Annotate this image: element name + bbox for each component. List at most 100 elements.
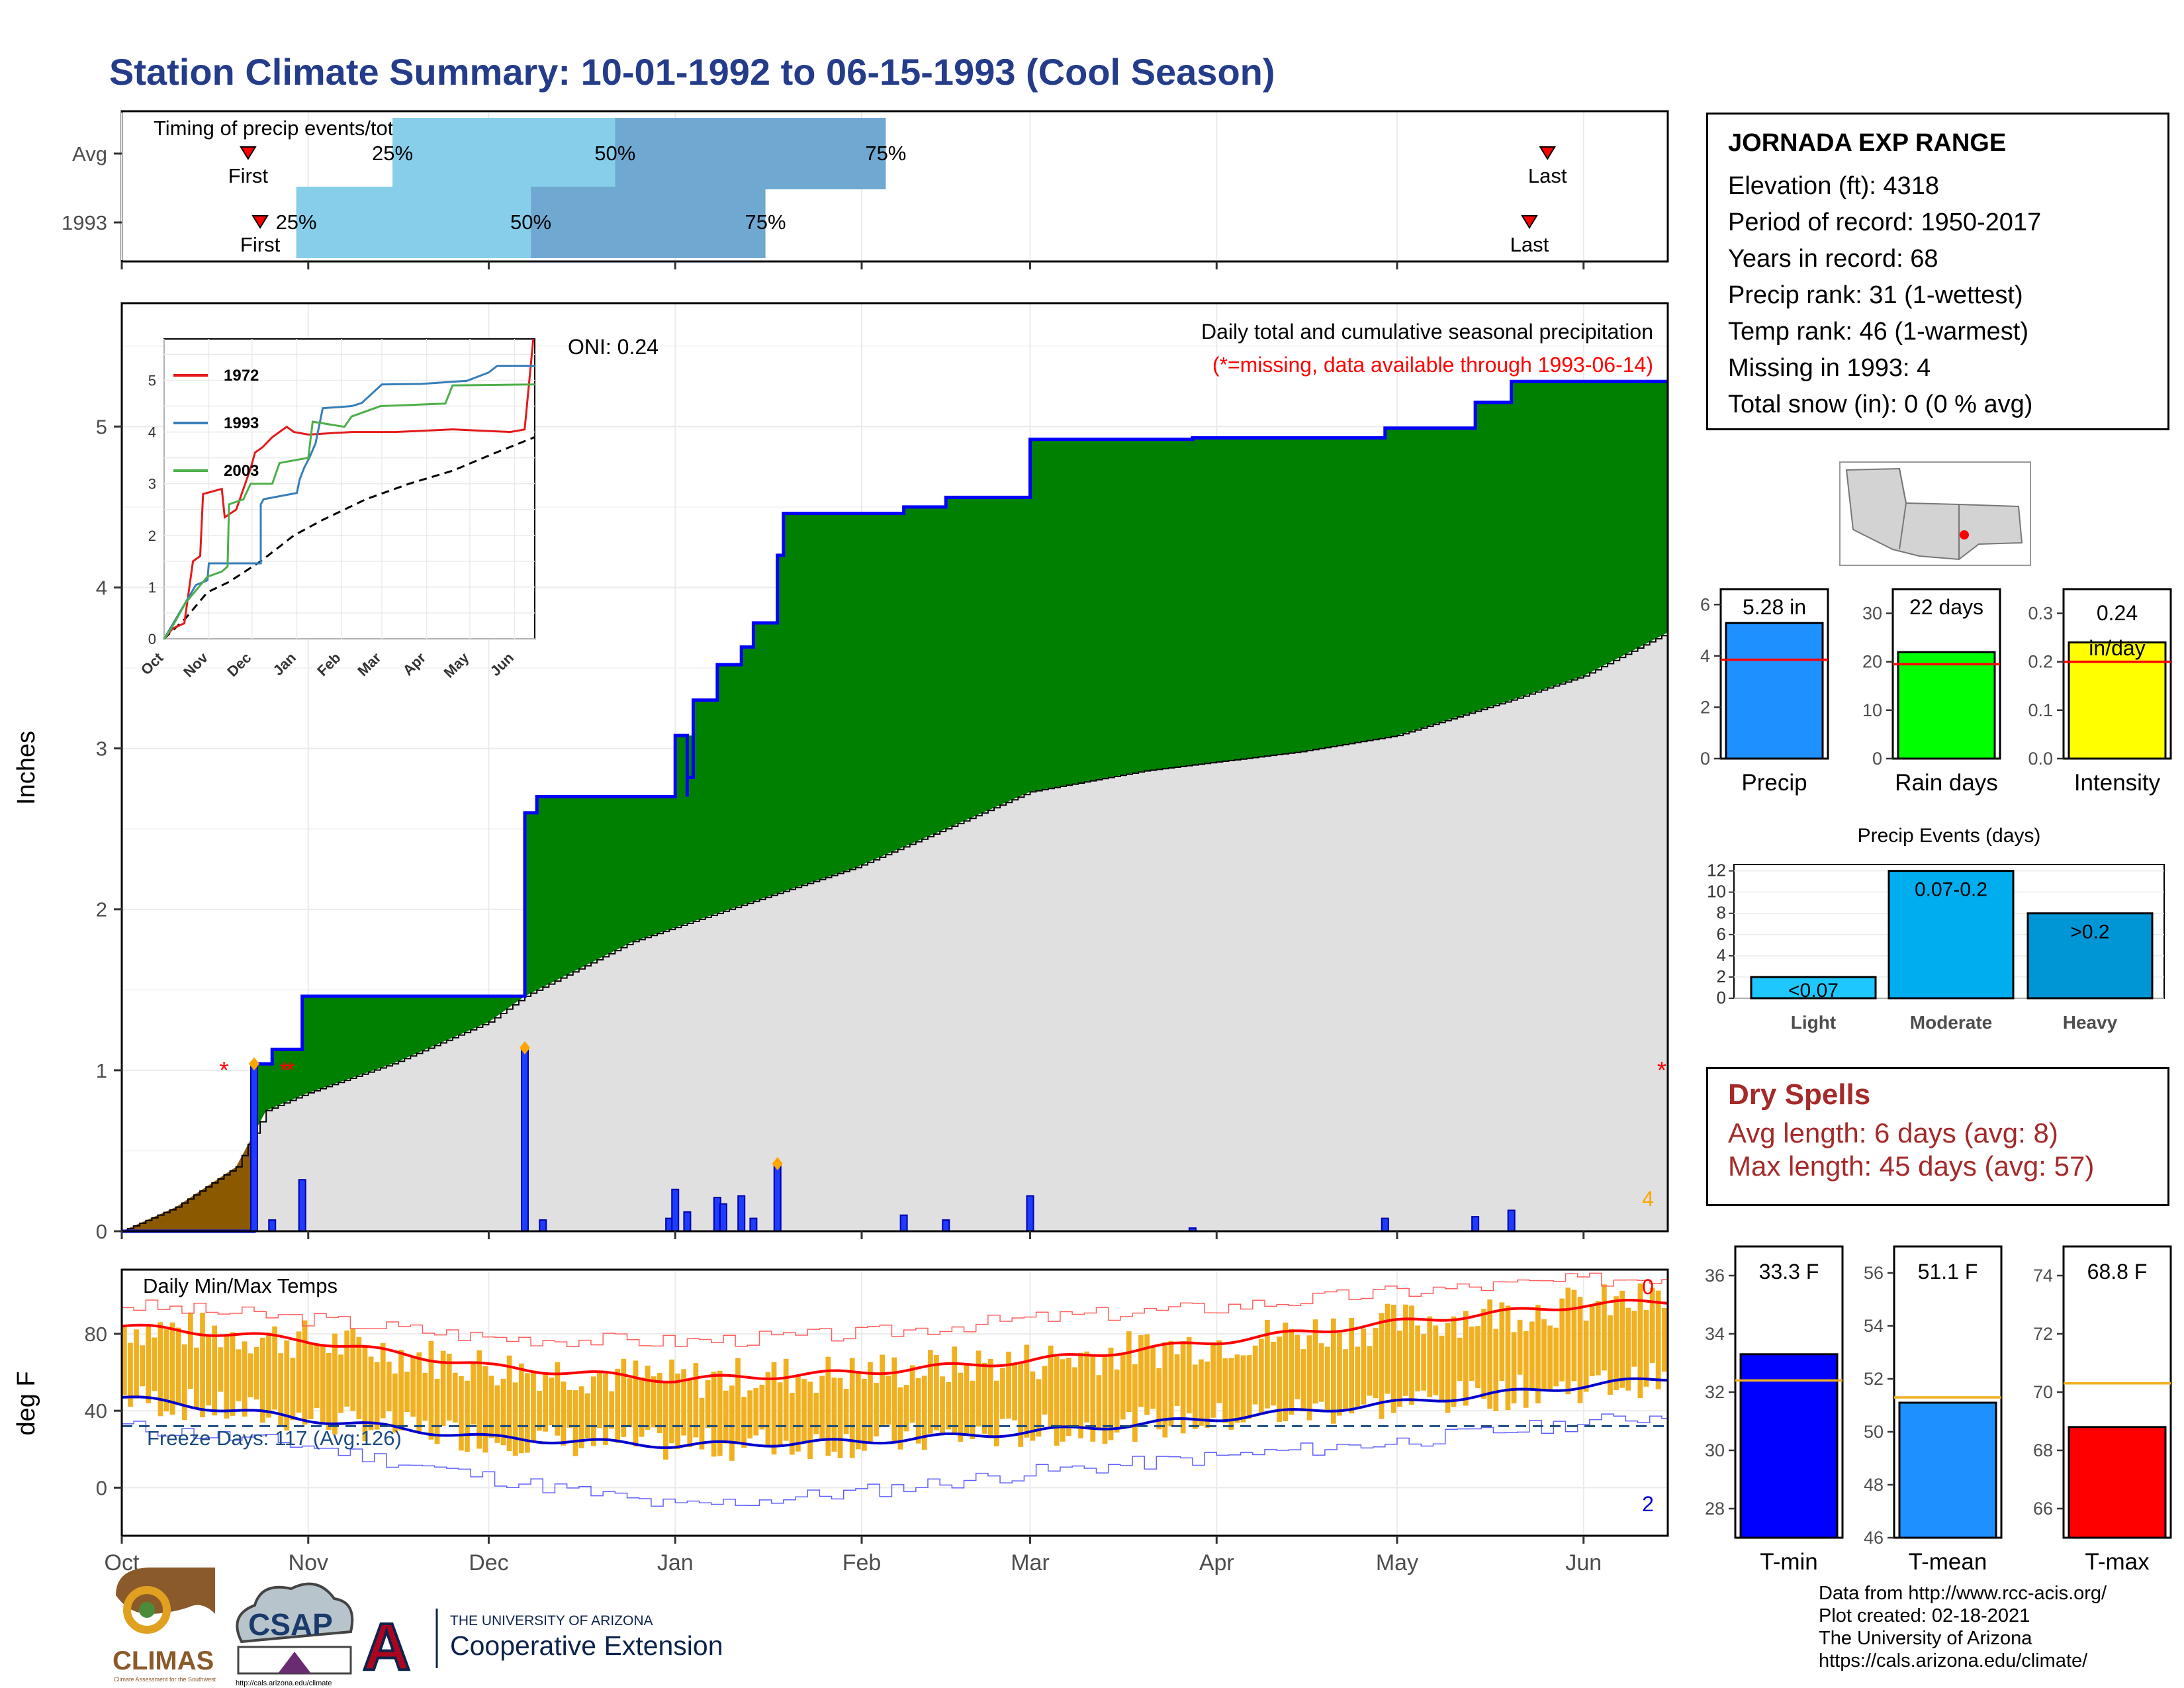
season-precip-category-label: Precip	[1741, 770, 1807, 796]
temp-daily-bar	[584, 1393, 590, 1438]
temp-daily-bar	[518, 1363, 524, 1454]
season-precip-bar	[1725, 622, 1824, 760]
season-t-max-bar	[2068, 1426, 2167, 1539]
temp-daily-bar	[1066, 1358, 1071, 1436]
precip-y-tick-label: 5	[96, 415, 107, 438]
timing-label-50: 50%	[510, 211, 551, 234]
climas-logo-subtitle: Climate Assessment for the Southwest	[114, 1676, 216, 1683]
temp-daily-bar	[494, 1385, 500, 1443]
temp-daily-bar	[543, 1372, 548, 1432]
inset-frame	[163, 338, 535, 639]
precip-daily-bar	[1471, 1216, 1480, 1233]
season-t-max-y-tick-label: 74	[2033, 1266, 2053, 1286]
temp-daily-bar	[1625, 1307, 1631, 1391]
precip-daily-bar	[773, 1162, 782, 1233]
temp-daily-bar	[1300, 1349, 1306, 1412]
temp-daily-bar	[572, 1390, 578, 1456]
season-rain-days-y-tick-label: 20	[1862, 652, 1882, 672]
temp-daily-bar	[645, 1366, 651, 1430]
temp-daily-bar	[651, 1376, 657, 1428]
temp-daily-bar	[1216, 1340, 1222, 1403]
temp-daily-bar	[1205, 1361, 1210, 1428]
temp-daily-bar	[675, 1373, 680, 1450]
temp-daily-bar	[952, 1346, 958, 1433]
dry-spells-max: Max length: 45 days (avg: 57)	[1728, 1150, 2095, 1182]
events-y-tick-label: 8	[1717, 903, 1726, 923]
timing-first-marker	[240, 146, 257, 160]
temp-daily-bar	[1403, 1304, 1408, 1396]
temp-daily-bar	[663, 1382, 668, 1460]
temp-daily-bar	[819, 1376, 825, 1441]
precip-event-marker	[248, 1057, 259, 1071]
temp-daily-bar	[332, 1333, 338, 1434]
temp-daily-bar	[242, 1341, 248, 1417]
season-intensity-y-tick-label: 0.1	[2028, 700, 2053, 720]
temp-daily-bar	[1277, 1336, 1282, 1423]
temp-record-max-line	[122, 1272, 1668, 1348]
temp-daily-bar	[434, 1378, 440, 1444]
season-t-mean-y-tick-label: 56	[1864, 1263, 1884, 1283]
station-info-row: Elevation (ft): 4318	[1728, 172, 1939, 200]
temp-daily-bar	[1199, 1359, 1204, 1426]
dry-spells-title: Dry Spells	[1728, 1078, 1871, 1111]
temp-daily-bar	[603, 1374, 608, 1446]
season-precip-value-label: 5.28 in	[1743, 595, 1806, 619]
temp-daily-bar	[1132, 1364, 1138, 1442]
temp-daily-bar	[1451, 1316, 1457, 1407]
temp-daily-bar	[440, 1350, 446, 1427]
timing-row-label: Avg	[72, 142, 107, 165]
temp-daily-bar	[993, 1380, 999, 1446]
precip-daily-bar	[737, 1195, 746, 1233]
precip-average-line	[122, 632, 1668, 1232]
temp-daily-bar	[669, 1359, 674, 1444]
temp-daily-bar	[705, 1380, 711, 1428]
temp-daily-bar	[1505, 1305, 1511, 1411]
freeze-days-label: Freeze Days: 117 (Avg:126)	[147, 1427, 402, 1450]
temp-x-tick-label: Dec	[469, 1550, 508, 1575]
precip-daily-bar	[298, 1179, 306, 1232]
temp-daily-bar	[874, 1383, 879, 1436]
csap-logo-url: http://cals.arizona.edu/climate	[236, 1679, 332, 1687]
temp-daily-bar	[163, 1329, 169, 1412]
temp-daily-bar	[1571, 1289, 1577, 1382]
temp-daily-bar	[771, 1362, 777, 1455]
temp-daily-bar	[488, 1376, 494, 1438]
credits-block: Data from http://www.rcc-acis.org/ Plot …	[1819, 1582, 2107, 1672]
temp-daily-bar	[1180, 1341, 1186, 1434]
events-bar-label: 0.07-0.2	[1915, 879, 1987, 901]
temp-daily-bar	[187, 1312, 193, 1389]
temp-daily-bar	[326, 1353, 332, 1430]
timing-label-75: 75%	[865, 142, 906, 165]
temp-daily-bar	[927, 1350, 933, 1434]
season-intensity-value-label: 0.24	[2097, 601, 2138, 625]
precip-daily-bar	[268, 1219, 277, 1232]
season-precip-y-tick-label: 2	[1700, 697, 1710, 717]
events-bar	[2026, 912, 2154, 1000]
season-rain-days-bar	[1897, 651, 1996, 760]
season-intensity-category-label: Intensity	[2074, 770, 2161, 796]
temp-daily-bar	[386, 1361, 392, 1412]
temp-daily-bar	[1318, 1343, 1324, 1402]
temp-daily-bar	[152, 1337, 158, 1391]
temp-daily-bar	[272, 1326, 277, 1410]
temp-daily-bar	[1330, 1318, 1336, 1424]
season-t-min-y-tick-label: 34	[1705, 1324, 1725, 1344]
temp-daily-bar	[512, 1382, 518, 1456]
season-t-min-bar	[1739, 1353, 1839, 1539]
season-t-min-y-tick-label: 36	[1705, 1266, 1725, 1286]
temp-daily-bar	[1481, 1309, 1486, 1399]
temp-daily-bar	[1096, 1375, 1102, 1428]
temp-daily-bar	[1385, 1303, 1390, 1394]
temp-daily-bar	[735, 1358, 741, 1444]
dry-spells-box: Dry Spells Avg length: 6 days (avg: 8) M…	[1706, 1067, 2169, 1206]
inset-legend-label: 2003	[224, 462, 259, 480]
temp-x-tick-label: Mar	[1011, 1550, 1050, 1575]
temp-daily-bar	[1469, 1326, 1475, 1381]
temp-daily-bar	[194, 1347, 199, 1408]
temp-x-tick-label: May	[1376, 1550, 1418, 1575]
temp-frame	[120, 1268, 1669, 1537]
precip-y-tick-label: 0	[96, 1220, 107, 1243]
temp-daily-bar	[1511, 1332, 1517, 1404]
events-y-tick-label: 12	[1707, 861, 1726, 880]
